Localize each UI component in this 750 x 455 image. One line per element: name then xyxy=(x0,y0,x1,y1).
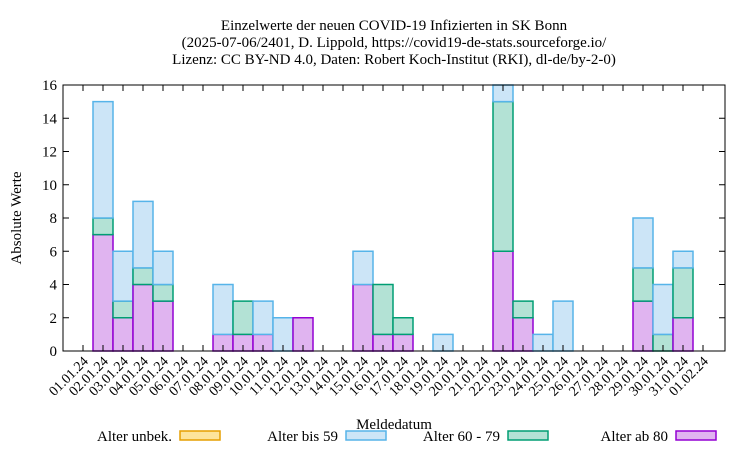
bar-alter-60-79-29.01.24 xyxy=(632,267,654,302)
bar-alter-bis-59-10.01.24 xyxy=(252,300,274,336)
bar-alter-ab-80-02.01.24 xyxy=(92,233,114,352)
y-tick-label: 6 xyxy=(50,244,58,260)
bar-alter-bis-59-04.01.24 xyxy=(132,200,154,269)
y-tick-label: 2 xyxy=(50,311,58,327)
bar-alter-60-79-23.01.24 xyxy=(512,300,534,319)
chart-title-line-2: (2025-07-06/2401, D. Lippold, https://co… xyxy=(182,35,607,51)
bar-alter-60-79-16.01.24 xyxy=(372,283,394,336)
y-tick-label: 10 xyxy=(42,178,57,194)
legend-swatch xyxy=(179,430,221,441)
y-tick-label: 0 xyxy=(50,344,58,360)
legend-label: Alter 60 - 79 xyxy=(423,429,500,445)
bar-alter-bis-59-05.01.24 xyxy=(152,250,174,286)
legend-label: Alter unbek. xyxy=(97,429,172,445)
bar-alter-bis-59-03.01.24 xyxy=(112,250,134,302)
bar-alter-60-79-05.01.24 xyxy=(152,283,174,302)
bar-alter-60-79-22.01.24 xyxy=(492,100,514,252)
bar-alter-bis-59-02.01.24 xyxy=(92,100,114,219)
y-tick-label: 14 xyxy=(42,111,58,127)
bar-alter-60-79-31.01.24 xyxy=(672,267,694,319)
bar-alter-60-79-03.01.24 xyxy=(112,300,134,319)
bar-alter-bis-59-08.01.24 xyxy=(212,283,234,336)
bar-alter-ab-80-29.01.24 xyxy=(632,300,654,352)
bar-alter-60-79-17.01.24 xyxy=(392,317,414,336)
y-axis-label: Absolute Werte xyxy=(9,171,25,264)
bar-alter-ab-80-15.01.24 xyxy=(352,283,374,352)
legend-swatch xyxy=(675,430,717,441)
chart-title-line-1: Einzelwerte der neuen COVID-19 Infiziert… xyxy=(221,18,568,34)
y-tick-label: 12 xyxy=(42,145,57,161)
y-tick-label: 8 xyxy=(50,211,58,227)
legend-label: Alter ab 80 xyxy=(601,429,668,445)
y-tick-label: 16 xyxy=(42,78,58,94)
legend-swatch xyxy=(345,430,387,441)
bar-alter-ab-80-04.01.24 xyxy=(132,283,154,352)
bar-alter-bis-59-29.01.24 xyxy=(632,217,654,269)
bar-alter-ab-80-22.01.24 xyxy=(492,250,514,352)
bar-alter-bis-59-31.01.24 xyxy=(672,250,694,269)
x-axis-label: Meldedatum xyxy=(356,417,432,433)
bar-alter-60-79-04.01.24 xyxy=(132,267,154,286)
bar-alter-60-79-02.01.24 xyxy=(92,217,114,236)
bar-alter-bis-59-15.01.24 xyxy=(352,250,374,286)
bar-alter-bis-59-25.01.24 xyxy=(552,300,574,352)
legend-label: Alter bis 59 xyxy=(267,429,338,445)
bar-alter-ab-80-05.01.24 xyxy=(152,300,174,352)
legend-swatch xyxy=(507,430,549,441)
bar-alter-60-79-09.01.24 xyxy=(232,300,254,336)
bar-alter-bis-59-30.01.24 xyxy=(652,283,674,336)
chart-title-line-3: Lizenz: CC BY-ND 4.0, Daten: Robert Koch… xyxy=(172,52,616,68)
y-tick-label: 4 xyxy=(50,278,58,294)
